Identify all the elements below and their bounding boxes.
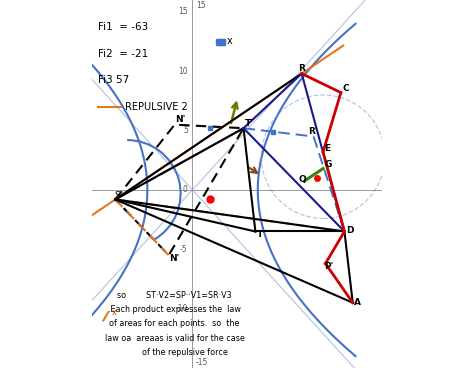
Text: C: C (342, 84, 349, 93)
Text: -5: -5 (180, 245, 188, 254)
Text: 15: 15 (196, 1, 206, 10)
Text: Fi3 57: Fi3 57 (98, 75, 129, 85)
Text: law oa  areaas is valid for the case: law oa areaas is valid for the case (105, 333, 245, 343)
Text: E: E (324, 144, 330, 153)
Text: x: x (112, 308, 117, 316)
Text: D: D (346, 226, 354, 235)
Text: 0: 0 (183, 185, 188, 194)
Text: T': T' (245, 119, 254, 128)
Text: 10: 10 (178, 67, 188, 76)
Text: 15: 15 (178, 7, 188, 16)
Text: of the repulsive force: of the repulsive force (122, 348, 228, 357)
Text: so        ST·V2=SP··V1=SR·V3: so ST·V2=SP··V1=SR·V3 (118, 291, 232, 300)
Text: S: S (114, 191, 120, 200)
Text: -10: -10 (175, 304, 188, 313)
Text: Q: Q (298, 175, 306, 184)
Text: Fi2  = -21: Fi2 = -21 (98, 49, 148, 59)
Text: -15: -15 (196, 358, 209, 367)
Text: A: A (354, 298, 361, 307)
Text: R: R (298, 64, 305, 73)
Text: G: G (324, 160, 332, 169)
Text: Fi1  = -63: Fi1 = -63 (98, 22, 148, 32)
Text: REPULSIVE 2: REPULSIVE 2 (125, 102, 188, 112)
Text: .Each product expresses the  law: .Each product expresses the law (108, 305, 241, 314)
Text: N': N' (175, 115, 186, 124)
Text: T': T' (256, 230, 265, 240)
Text: N': N' (169, 254, 180, 263)
Text: R': R' (308, 127, 317, 136)
Text: x: x (227, 36, 233, 46)
Text: 5: 5 (183, 126, 188, 135)
Text: P': P' (324, 262, 334, 272)
Text: of areas for each points.  so  the: of areas for each points. so the (109, 319, 240, 328)
